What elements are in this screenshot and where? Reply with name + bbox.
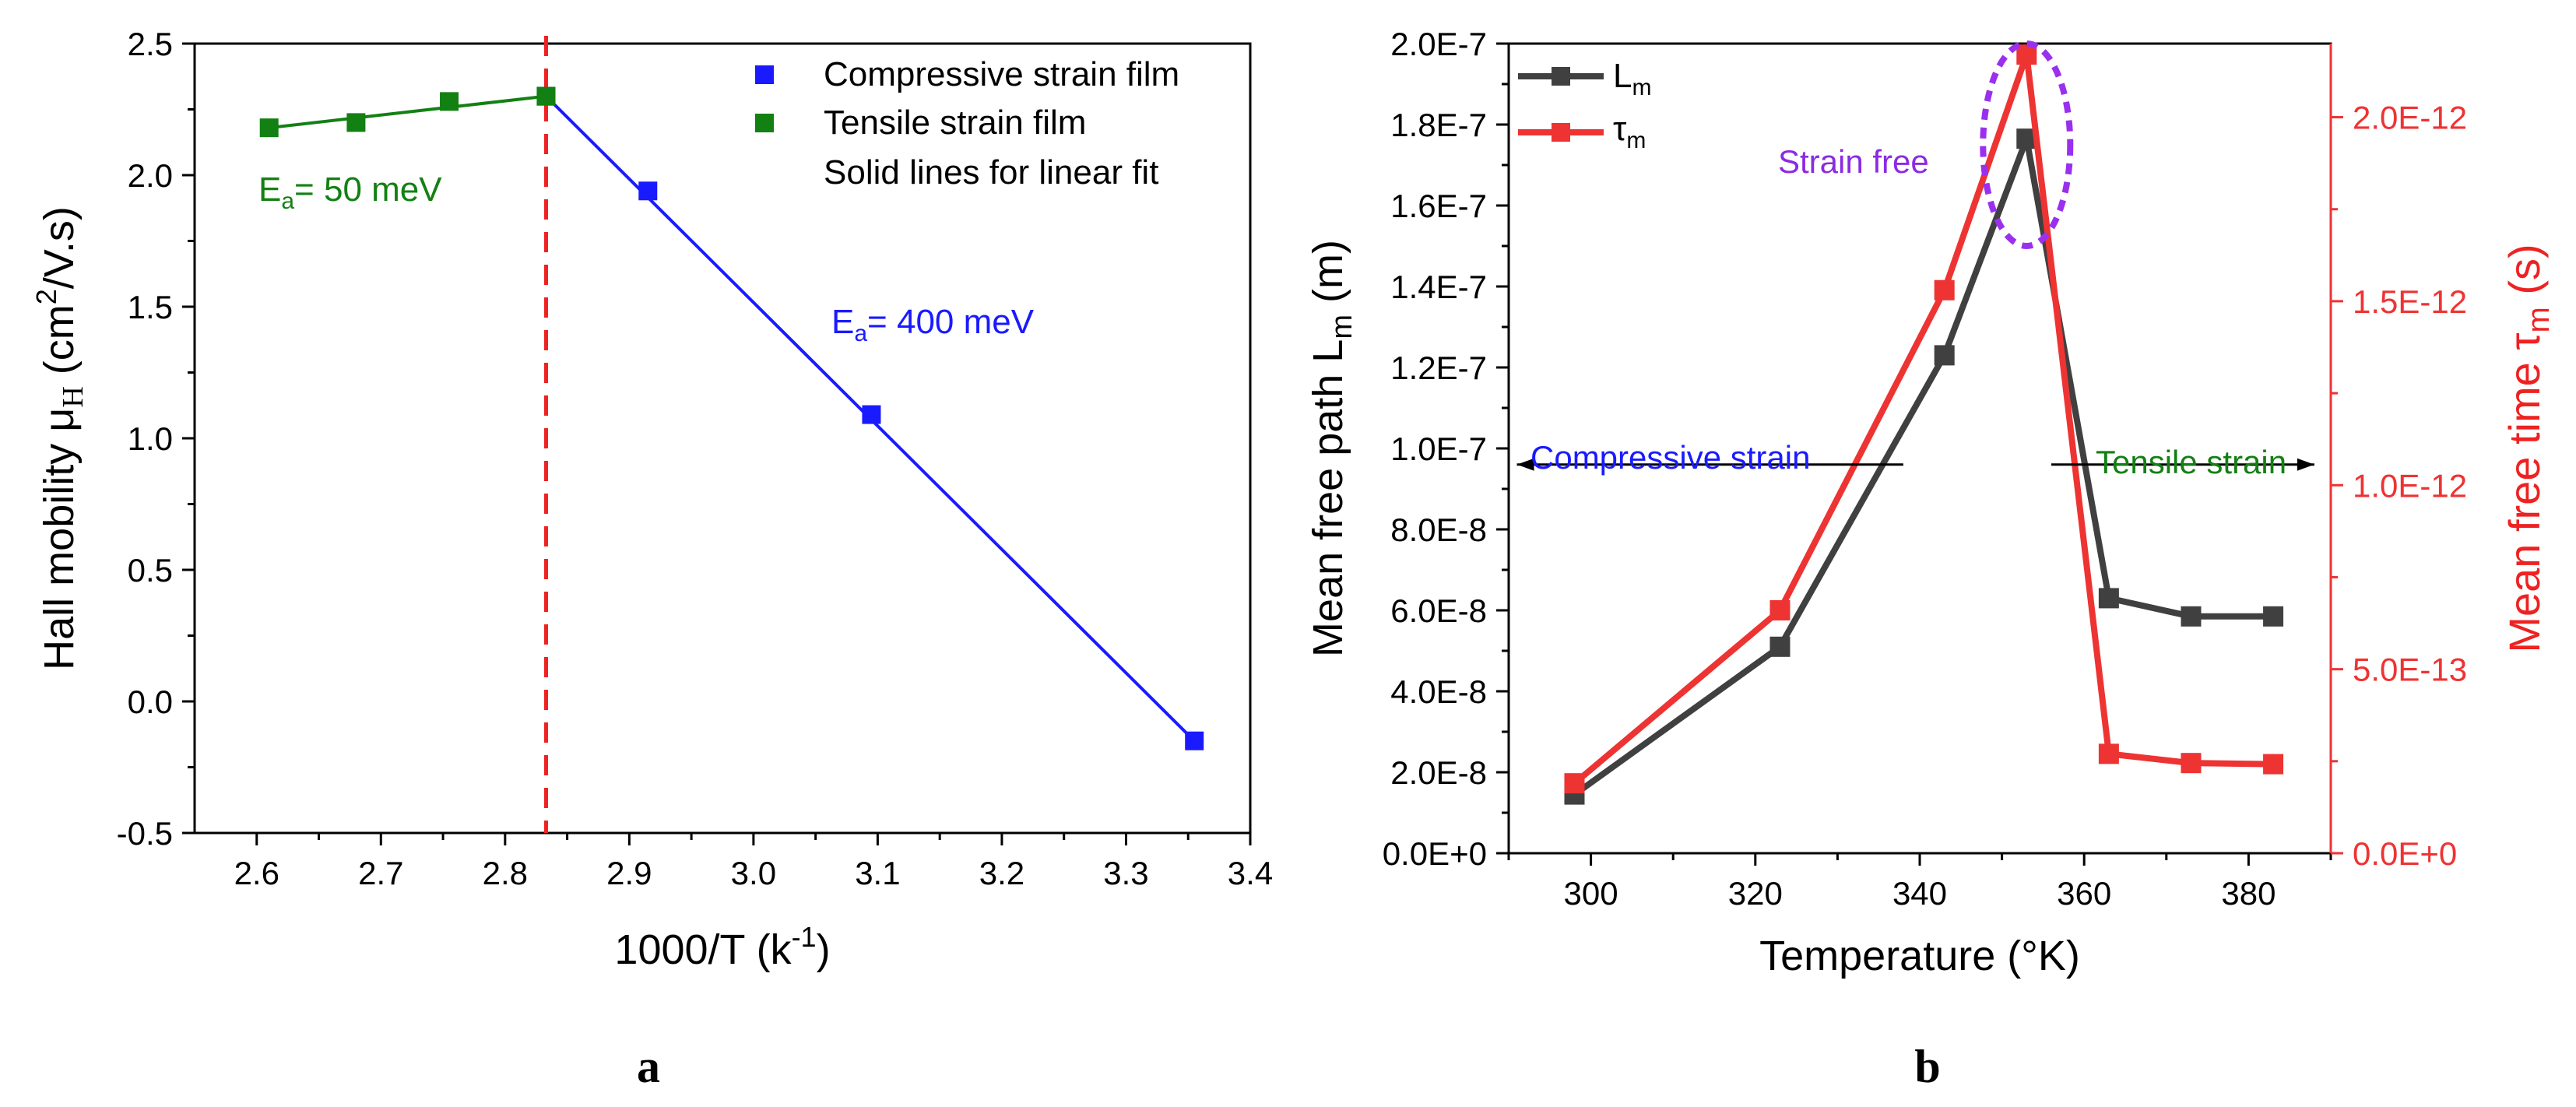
left-y-tick-label: 2.0E-8 — [1390, 754, 1487, 791]
x-tick-label: 300 — [1564, 875, 1618, 912]
chart-b-x-axis-ticks: 300 320 340 360 380 — [1507, 853, 2332, 912]
chart-b-x-axis-label: Temperature (°K) — [1759, 933, 2080, 979]
data-point-tensile — [259, 118, 279, 138]
data-point-compressive — [638, 181, 658, 201]
legend-label-tm: τm — [1613, 110, 1646, 153]
chart-a-x-axis-ticks: 2.6 2.7 2.8 2.9 3.0 3.1 3.2 3.3 3.4 — [234, 833, 1273, 891]
data-point-tm — [2098, 743, 2119, 764]
x-tick-label: 2.7 — [358, 855, 403, 891]
x-tick-label: 2.8 — [483, 855, 528, 891]
annotation-strain-free: Strain free — [1778, 143, 1929, 180]
y-tick-label: 1.5 — [128, 289, 173, 325]
arrow-head-left — [1516, 458, 1534, 471]
chart-a-y-axis-label: Hall mobility μH (cm2/V.s) — [30, 206, 90, 670]
annotation-ea-50: Ea= 50 meV — [258, 170, 442, 214]
legend-label-lm: Lm — [1613, 57, 1651, 100]
chart-a-legend: Compressive strain film Tensile strain f… — [755, 55, 1179, 192]
annotation-compressive-strain: Compressive strain — [1530, 439, 1810, 476]
chart-b-left-y-axis-ticks: 0.0E+0 2.0E-8 4.0E-8 6.0E-8 8.0E-8 1.0E-7 1.2E… — [1383, 26, 1509, 872]
chart-b-right-y-axis-label: Mean free time τm (s) — [2500, 244, 2556, 652]
x-tick-label: 3.0 — [731, 855, 776, 891]
legend-label-compressive: Compressive strain film — [824, 55, 1179, 93]
left-y-tick-label: 1.6E-7 — [1390, 188, 1487, 224]
x-tick-label: 3.2 — [979, 855, 1024, 891]
x-tick-label: 2.6 — [234, 855, 279, 891]
panel-label-b: b — [1914, 1041, 1940, 1092]
chart-a-marks — [259, 36, 1204, 833]
strain-free-ellipse — [1980, 40, 2074, 249]
data-point-compressive — [1185, 731, 1204, 750]
chart-b-legend: Lm τm — [1518, 57, 1651, 153]
left-y-tick-label: 2.0E-7 — [1390, 26, 1487, 62]
annotation-ea-400: Ea= 400 meV — [831, 303, 1035, 346]
panel-label-a: a — [637, 1041, 660, 1092]
chart-a: 2.6 2.7 2.8 2.9 3.0 3.1 3.2 3.3 3.4 -0.5 0.0 0.5 1.… — [30, 26, 1273, 1092]
chart-b-left-y-axis-label: Mean free path Lm (m) — [1305, 240, 1358, 657]
right-y-tick-label: 0.0E+0 — [2353, 835, 2457, 872]
data-point-lm — [1769, 636, 1791, 657]
y-tick-label: -0.5 — [117, 815, 173, 852]
chart-b: 300 320 340 360 380 0.0E+0 2.0E-8 4.0E-8 6.0E-8… — [1305, 26, 2556, 1092]
left-y-tick-label: 1.4E-7 — [1390, 269, 1487, 305]
y-tick-label: 2.0 — [128, 157, 173, 194]
data-point-tm — [1769, 600, 1791, 620]
chart-a-y-axis-ticks: -0.5 0.0 0.5 1.0 1.5 2.0 2.5 — [117, 26, 195, 852]
legend-marker-lm — [1552, 67, 1570, 86]
left-y-tick-label: 1.8E-7 — [1390, 107, 1487, 143]
legend-note: Solid lines for linear fit — [824, 153, 1158, 192]
right-y-tick-label: 1.5E-12 — [2353, 283, 2467, 320]
right-y-tick-label: 1.0E-12 — [2353, 467, 2467, 504]
chart-a-x-axis-label: 1000/T (k-1) — [614, 921, 830, 973]
data-point-tm — [2181, 753, 2202, 774]
x-tick-label: 3.4 — [1228, 855, 1273, 891]
y-tick-label: 0.5 — [128, 552, 173, 589]
left-y-tick-label: 6.0E-8 — [1390, 592, 1487, 629]
data-point-compressive — [862, 405, 881, 424]
fit-line-tensile — [269, 94, 546, 130]
data-point-tm — [1564, 773, 1585, 794]
data-point-lm — [2098, 588, 2119, 609]
x-tick-label: 380 — [2221, 875, 2276, 912]
y-tick-label: 2.5 — [128, 26, 173, 62]
y-tick-label: 1.0 — [128, 420, 173, 457]
legend-marker-tm — [1552, 123, 1570, 142]
y-tick-label: 0.0 — [128, 684, 173, 720]
x-tick-label: 320 — [1728, 875, 1783, 912]
x-tick-label: 3.1 — [855, 855, 900, 891]
x-tick-label: 2.9 — [606, 855, 652, 891]
data-point-tensile — [346, 113, 366, 132]
arrow-head-right — [2297, 458, 2314, 471]
legend-label-tensile: Tensile strain film — [824, 104, 1086, 142]
legend-marker-compressive — [755, 65, 774, 84]
right-y-tick-label: 5.0E-13 — [2353, 652, 2467, 688]
data-point-lm — [2263, 606, 2284, 627]
data-point-tensile — [440, 92, 459, 111]
data-point-lm — [2181, 606, 2202, 627]
left-y-tick-label: 0.0E+0 — [1383, 835, 1487, 872]
chart-b-right-y-axis-ticks: 0.0E+0 5.0E-13 1.0E-12 1.5E-12 2.0E-12 — [2331, 100, 2467, 872]
left-y-tick-label: 1.2E-7 — [1390, 350, 1487, 386]
data-point-tm — [2263, 754, 2284, 775]
left-y-tick-label: 4.0E-8 — [1390, 673, 1487, 710]
data-point-tm — [1934, 279, 1955, 300]
left-y-tick-label: 8.0E-8 — [1390, 511, 1487, 548]
x-tick-label: 340 — [1892, 875, 1947, 912]
data-point-tensile — [536, 86, 556, 106]
x-tick-label: 360 — [2057, 875, 2111, 912]
chart-b-marks — [1516, 40, 2314, 805]
right-y-tick-label: 2.0E-12 — [2353, 100, 2467, 136]
legend-marker-tensile — [755, 114, 774, 132]
x-tick-label: 3.3 — [1103, 855, 1148, 891]
left-y-tick-label: 1.0E-7 — [1390, 430, 1487, 467]
data-point-lm — [1934, 345, 1955, 366]
annotation-tensile-strain: Tensile strain — [2096, 444, 2286, 480]
